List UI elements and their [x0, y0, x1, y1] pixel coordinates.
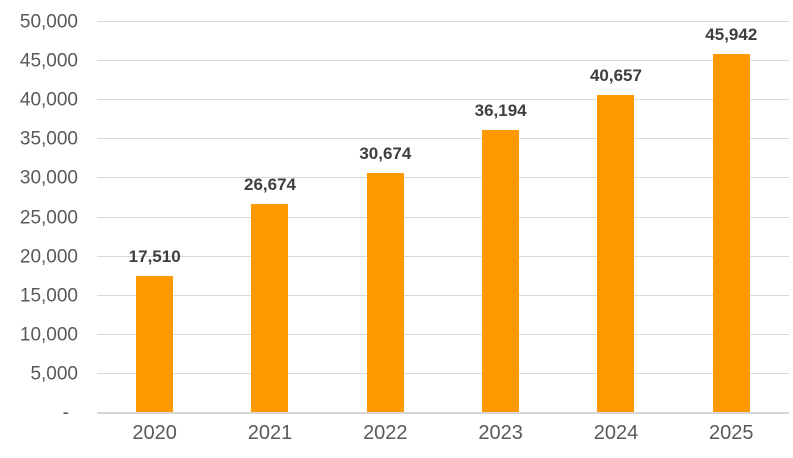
y-axis-tick-label: 30,000	[19, 167, 78, 189]
y-axis-tick-label: -	[62, 402, 69, 424]
bar-value-label: 45,942	[705, 24, 758, 44]
x-axis-tick-label: 2025	[709, 422, 754, 444]
bar-slot: 36,194	[443, 22, 558, 413]
y-axis-tick-label: 15,000	[19, 285, 78, 307]
bar	[482, 129, 520, 413]
bar	[366, 173, 404, 413]
gridline	[97, 333, 789, 335]
gridline	[97, 177, 789, 179]
x-axis-tick-label: 2021	[247, 422, 293, 444]
bar-slot: 26,674	[212, 22, 327, 413]
y-axis-tick-label: 20,000	[19, 246, 78, 268]
x-axis-tick-label: 2022	[363, 422, 408, 444]
bar	[136, 276, 174, 413]
bar-value-label: 30,674	[359, 144, 412, 164]
bar-value-label: 40,657	[589, 66, 642, 86]
y-axis-tick-label: 50,000	[19, 11, 78, 33]
gridline	[97, 60, 789, 62]
bar-slot: 45,942	[674, 22, 789, 413]
bar-slot: 17,510	[97, 22, 212, 413]
gridline	[97, 372, 789, 374]
bar-value-label: 36,194	[474, 100, 527, 120]
plot-area: 17,510 26,674 30,674 36,194 40,657 45,942	[97, 21, 789, 414]
y-axis-tick-label: 5,000	[30, 363, 78, 385]
y-axis-tick-label: 45,000	[19, 50, 78, 72]
bar-slot: 40,657	[558, 22, 673, 413]
y-axis-tick-label: 25,000	[19, 207, 78, 228]
gridline	[97, 99, 789, 101]
x-axis-tick-label: 2023	[478, 422, 523, 444]
bar-value-label: 17,510	[128, 247, 181, 267]
x-axis-line	[97, 412, 789, 414]
gridline	[97, 138, 789, 140]
gridline	[97, 21, 789, 22]
gridline	[97, 255, 789, 257]
y-axis-tick-label: 40,000	[19, 89, 78, 111]
gridline	[97, 216, 789, 218]
bar-slot: 30,674	[328, 22, 443, 413]
bar	[712, 53, 750, 413]
bar	[597, 95, 635, 413]
y-axis-tick-label: 10,000	[19, 324, 78, 346]
gridline	[97, 294, 789, 296]
y-axis: - 5,000 10,000 15,000 20,000 25,000 30,000 35,0…	[0, 13, 78, 423]
bar-series: 17,510 26,674 30,674 36,194 40,657 45,942	[97, 22, 789, 413]
bar-value-label: 26,674	[243, 175, 296, 195]
x-axis: 2020 2021 2022 2023 2024 2025	[97, 413, 789, 458]
x-axis-tick-label: 2024	[593, 422, 639, 444]
x-axis-tick-label: 2020	[132, 422, 177, 444]
bar	[251, 204, 289, 413]
y-axis-tick-label: 35,000	[19, 128, 78, 150]
